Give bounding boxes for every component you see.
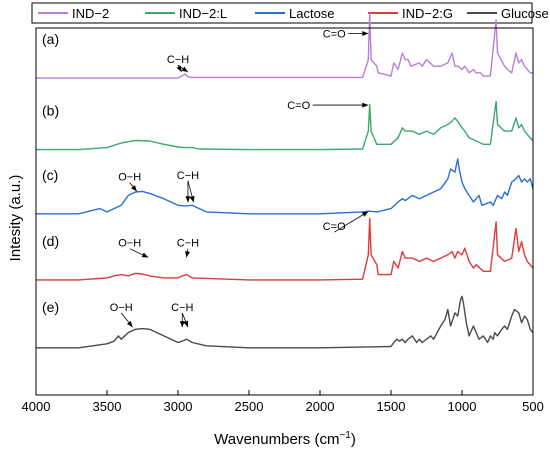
annotation-label: C−H	[167, 54, 189, 66]
axes: 4000 3500 3000 2500 2000 1500 1000 500	[22, 27, 544, 414]
x-tick-label: 2500	[235, 399, 264, 414]
panel-label: (b)	[42, 103, 59, 119]
annotation-arrow	[333, 211, 369, 233]
series-line-2	[36, 100, 534, 151]
y-axis-title: Intesity (a.u.)	[7, 175, 24, 262]
plot-area: (a) (b) (c) (d) (e) C=O C−H C=O O−H C−H C=O O−H C−H O…	[36, 12, 534, 349]
legend-label: IND−2:L	[179, 6, 227, 21]
series-line-3	[36, 158, 534, 215]
annotation-arrowhead	[185, 251, 190, 258]
panel-label: (d)	[42, 233, 59, 249]
annotation-arrowhead	[361, 211, 369, 217]
legend: IND−2 IND−2:L Lactose IND−2:G Glucose	[31, 2, 549, 24]
x-axis-title: Wavenumbers (cm−1)	[214, 430, 356, 448]
x-tick-label: 3000	[164, 399, 193, 414]
annotation-arrowhead	[362, 31, 369, 36]
panel-label: (c)	[42, 167, 58, 183]
annotation-label: C=O	[323, 221, 346, 233]
legend-label: Glucose	[501, 6, 549, 21]
panel-label: (e)	[42, 299, 59, 315]
annotation-arrowhead	[141, 252, 149, 258]
annotation-label: C=O	[287, 100, 310, 112]
annotation-label: C−H	[171, 302, 193, 314]
annotation-arrowhead	[183, 320, 188, 328]
annotation-arrowhead	[126, 320, 133, 328]
x-tick-label: 1000	[448, 399, 477, 414]
x-tick-label: 1500	[377, 399, 406, 414]
legend-label: Lactose	[289, 6, 335, 21]
annotation-label: O−H	[110, 302, 133, 314]
annotation-label: C−H	[177, 170, 199, 182]
annotation-label: O−H	[118, 172, 141, 184]
x-tick-label: 2000	[306, 399, 335, 414]
annotation-arrowhead	[179, 321, 185, 328]
series-line-4	[36, 217, 534, 281]
annotation-arrowhead	[185, 196, 191, 203]
series-line-1	[36, 12, 533, 79]
series-line-5	[36, 295, 534, 349]
annotation-arrowhead	[131, 185, 137, 192]
annotation-arrowhead	[362, 102, 369, 108]
legend-label: IND−2:G	[402, 6, 453, 21]
x-tick-label: 500	[522, 399, 544, 414]
panel-label: (a)	[42, 31, 59, 47]
annotation-arrowhead	[181, 66, 188, 73]
x-tick-label: 3500	[93, 399, 122, 414]
annotation-arrowhead	[189, 195, 195, 203]
annotation-label: C−H	[177, 238, 199, 250]
x-tick-label: 4000	[22, 399, 51, 414]
legend-label: IND−2	[72, 6, 109, 21]
annotation-label: O−H	[118, 238, 141, 250]
plot-frame	[35, 27, 534, 396]
annotation-label: C=O	[323, 29, 346, 41]
